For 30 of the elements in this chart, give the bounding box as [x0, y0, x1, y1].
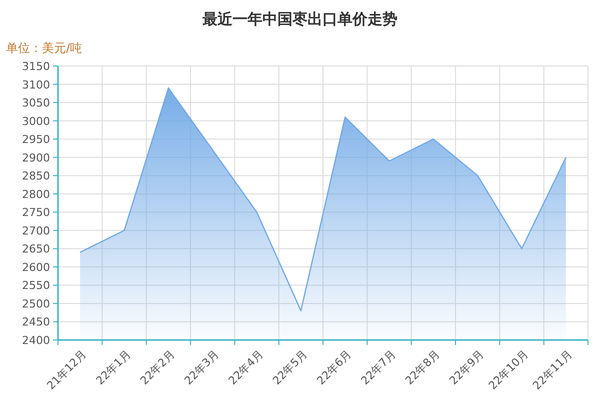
x-tick-label: 22年10月 [486, 348, 531, 392]
x-tick-label: 22年2月 [138, 348, 178, 388]
y-tick-label: 2800 [22, 188, 50, 201]
x-tick-label: 22年8月 [402, 348, 442, 388]
y-tick-label: 3100 [22, 78, 50, 92]
y-tick-label: 2550 [22, 279, 50, 292]
x-tick-label: 21年12月 [44, 348, 90, 392]
y-tick-label: 2650 [22, 242, 50, 256]
x-tick-label: 22年9月 [446, 348, 487, 388]
y-tick-label: 3150 [22, 60, 50, 73]
y-tick-label: 2700 [22, 224, 50, 238]
x-tick-label: 22年1月 [94, 348, 134, 388]
y-tick-label: 2400 [22, 334, 50, 347]
y-tick-label: 2450 [22, 316, 50, 329]
x-tick-label: 22年5月 [270, 348, 310, 388]
y-tick-label: 2600 [22, 260, 50, 274]
y-tick-label: 2950 [22, 133, 50, 146]
y-tick-label: 2750 [22, 206, 50, 220]
y-tick-label: 2850 [22, 170, 50, 183]
y-tick-label: 3050 [22, 96, 50, 110]
x-tick-label: 22年6月 [314, 348, 354, 388]
y-tick-label: 2500 [22, 297, 50, 310]
x-tick-label: 22年3月 [182, 348, 222, 388]
y-tick-label: 3000 [22, 114, 50, 128]
x-tick-label: 22年4月 [226, 348, 266, 388]
chart-title: 最近一年中国枣出口单价走势 [202, 10, 398, 28]
x-tick-label: 22年11月 [530, 348, 575, 392]
y-axis-title: 单位：美元/吨 [6, 41, 82, 55]
x-tick-label: 22年7月 [358, 348, 398, 388]
y-tick-label: 2900 [22, 151, 50, 164]
